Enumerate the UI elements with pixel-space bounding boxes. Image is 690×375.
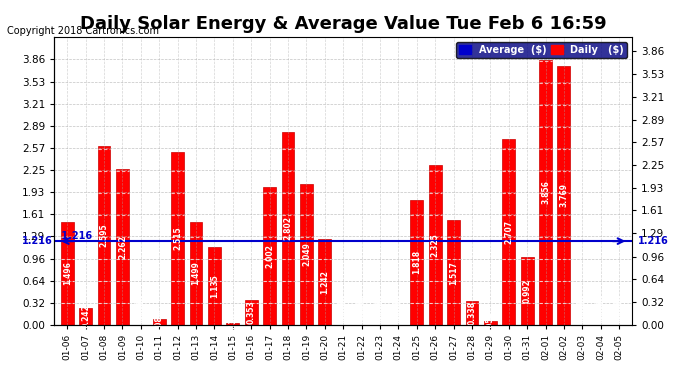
Bar [318,239,331,325]
Bar [116,169,129,325]
Text: 0.000: 0.000 [375,294,384,318]
Text: 0.000: 0.000 [394,297,403,321]
Bar [300,184,313,325]
Text: 0.000: 0.000 [394,294,403,318]
Text: 1.216: 1.216 [22,236,52,246]
Text: 3.856: 3.856 [541,180,550,204]
Text: 1.496: 1.496 [63,261,72,285]
Bar [61,222,74,325]
Text: 0.000: 0.000 [375,297,384,321]
Bar [245,300,257,325]
Text: 2.262: 2.262 [118,235,127,259]
Text: 0.054: 0.054 [486,311,495,335]
Bar [521,256,533,325]
Bar [190,222,202,325]
Text: 0.000: 0.000 [596,297,605,321]
Bar [411,200,423,325]
Bar [428,165,442,325]
Bar [466,302,478,325]
Bar [539,60,552,325]
Text: 1.242: 1.242 [320,270,329,294]
Bar [263,187,276,325]
Bar [79,308,92,325]
Text: 2.002: 2.002 [265,244,274,268]
Bar [447,220,460,325]
Text: 0.000: 0.000 [596,294,605,318]
Text: Copyright 2018 Cartronics.com: Copyright 2018 Cartronics.com [7,26,159,36]
Text: 1.499: 1.499 [192,261,201,285]
Text: 0.000: 0.000 [339,294,348,318]
Text: 0.000: 0.000 [615,297,624,321]
Text: 2.325: 2.325 [431,233,440,256]
Title: Daily Solar Energy & Average Value Tue Feb 6 16:59: Daily Solar Energy & Average Value Tue F… [80,15,607,33]
Text: 2.515: 2.515 [173,226,182,250]
Text: 1.216: 1.216 [638,236,669,246]
Text: 0.000: 0.000 [578,294,586,318]
Legend: Average  ($), Daily   ($): Average ($), Daily ($) [456,42,627,58]
Text: 2.595: 2.595 [99,224,108,248]
Text: 0.000: 0.000 [578,297,586,321]
Text: 0.353: 0.353 [247,301,256,324]
Text: 1.216: 1.216 [58,231,92,241]
Text: 0.000: 0.000 [137,297,146,321]
Text: 2.802: 2.802 [284,216,293,240]
Text: 0.000: 0.000 [615,294,624,318]
Bar [226,322,239,325]
Bar [484,321,497,325]
Text: 0.992: 0.992 [522,279,531,303]
Text: 0.000: 0.000 [137,294,146,318]
Text: 1.135: 1.135 [210,274,219,298]
Bar [208,247,221,325]
Text: 1.818: 1.818 [412,250,422,274]
Bar [171,152,184,325]
Text: 2.707: 2.707 [504,220,513,244]
Text: 3.769: 3.769 [560,183,569,207]
Bar [282,132,295,325]
Text: 0.338: 0.338 [467,301,477,325]
Text: 1.517: 1.517 [449,261,458,285]
Text: 0.030: 0.030 [228,312,237,336]
Bar [97,146,110,325]
Text: 0.242: 0.242 [81,304,90,328]
Text: 0.000: 0.000 [357,294,366,318]
Text: 0.088: 0.088 [155,310,164,334]
Bar [558,66,571,325]
Bar [152,319,166,325]
Text: 0.000: 0.000 [339,297,348,321]
Text: 2.049: 2.049 [302,242,311,266]
Text: 0.000: 0.000 [357,297,366,321]
Bar [502,139,515,325]
